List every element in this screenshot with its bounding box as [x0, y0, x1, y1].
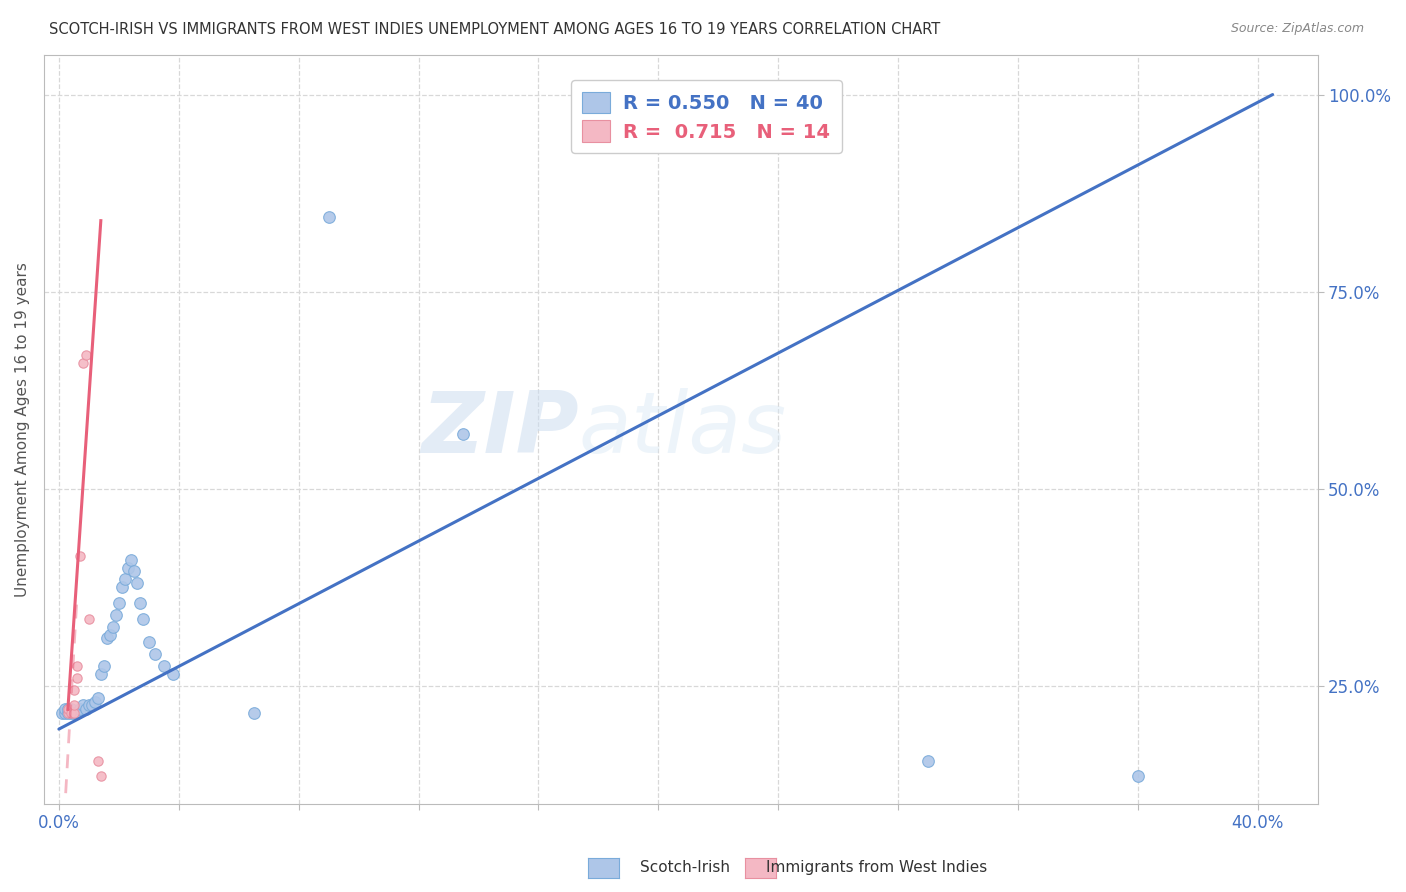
Point	[66, 671, 89, 685]
Point	[108, 596, 131, 610]
Point	[138, 635, 160, 649]
Point	[104, 607, 127, 622]
Point	[101, 619, 124, 633]
Point	[72, 698, 94, 713]
Point	[453, 426, 475, 441]
Point	[72, 355, 94, 369]
Point	[125, 576, 148, 591]
Point	[917, 754, 939, 768]
Point	[122, 565, 145, 579]
Point	[51, 706, 73, 721]
Point	[318, 210, 340, 224]
Point	[63, 682, 86, 697]
Point	[56, 706, 79, 721]
Point	[75, 702, 97, 716]
Text: Source: ZipAtlas.com: Source: ZipAtlas.com	[1230, 22, 1364, 36]
Point	[56, 702, 79, 716]
Point	[77, 612, 100, 626]
Point	[114, 572, 136, 586]
Point	[69, 549, 91, 563]
Y-axis label: Unemployment Among Ages 16 to 19 years: Unemployment Among Ages 16 to 19 years	[15, 262, 30, 597]
Text: Immigrants from West Indies: Immigrants from West Indies	[766, 860, 987, 874]
Point	[59, 702, 82, 716]
Point	[66, 706, 89, 721]
Point	[111, 580, 134, 594]
Point	[69, 702, 91, 716]
Point	[83, 694, 105, 708]
Point	[120, 552, 142, 566]
Point	[128, 596, 150, 610]
Point	[63, 698, 86, 713]
Point	[56, 702, 79, 716]
Point	[96, 632, 118, 646]
Point	[90, 667, 112, 681]
Text: Scotch-Irish: Scotch-Irish	[640, 860, 730, 874]
Point	[77, 698, 100, 713]
Point	[53, 706, 76, 721]
Point	[53, 702, 76, 716]
Text: ZIP: ZIP	[422, 388, 579, 471]
Point	[59, 706, 82, 721]
Point	[63, 706, 86, 721]
Point	[90, 769, 112, 783]
Point	[56, 706, 79, 721]
Point	[80, 698, 103, 713]
Point	[93, 659, 115, 673]
Point	[162, 667, 184, 681]
Point	[75, 348, 97, 362]
Point	[242, 706, 264, 721]
Point	[1126, 769, 1149, 783]
Point	[87, 690, 110, 705]
Point	[63, 706, 86, 721]
Point	[132, 612, 155, 626]
Text: SCOTCH-IRISH VS IMMIGRANTS FROM WEST INDIES UNEMPLOYMENT AMONG AGES 16 TO 19 YEA: SCOTCH-IRISH VS IMMIGRANTS FROM WEST IND…	[49, 22, 941, 37]
Text: atlas: atlas	[579, 388, 787, 471]
Point	[143, 647, 166, 661]
Point	[98, 627, 121, 641]
Point	[152, 659, 174, 673]
Point	[87, 754, 110, 768]
Point	[59, 706, 82, 721]
Point	[66, 659, 89, 673]
Legend: R = 0.550   N = 40, R =  0.715   N = 14: R = 0.550 N = 40, R = 0.715 N = 14	[571, 80, 842, 153]
Point	[117, 560, 139, 574]
